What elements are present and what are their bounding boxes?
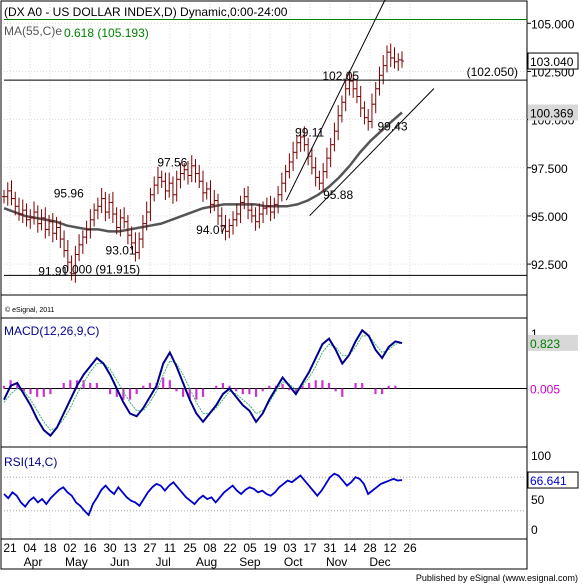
x-day-label: 28: [363, 541, 377, 555]
level-label: (102.050): [467, 65, 518, 79]
price-tick-label: 92.500: [531, 258, 568, 272]
rsi-last-label: 66.641: [530, 474, 567, 488]
rsi-last-box: [527, 471, 579, 489]
price-annotation: 99.11: [295, 126, 324, 140]
overlays-layer: (102.050) 0.000 (91.915) 95.96 97.56 93.01 94…: [4, 0, 527, 278]
x-day-label: 14: [343, 541, 357, 555]
copyright-label: © eSignal, 2011: [5, 306, 55, 314]
chart-title: (DX A0 - US DOLLAR INDEX,D) Dynamic,0:00…: [4, 5, 288, 19]
x-month-label: Aug: [196, 555, 217, 569]
x-day-label: 27: [143, 541, 157, 555]
price-annotation: 94.07: [196, 223, 226, 237]
last-price-box: [527, 52, 579, 70]
macd-line: [3, 328, 403, 438]
time-axis-frame: [0, 538, 528, 570]
x-day-label: 08: [203, 541, 217, 555]
price-annotation: 99.43: [377, 120, 407, 134]
fib-level-label: 0.618 (105.193): [64, 26, 149, 40]
x-day-label: 22: [223, 541, 237, 555]
x-month-label: May: [65, 555, 88, 569]
x-day-label: 05: [243, 541, 257, 555]
x-month-label: Jul: [155, 555, 170, 569]
x-day-label: 19: [263, 541, 277, 555]
x-day-label: 02: [63, 541, 77, 555]
x-day-label: 13: [123, 541, 137, 555]
x-day-label: 12: [383, 541, 397, 555]
ma-55-line: [3, 111, 403, 233]
rsi-tick-label: 0: [531, 523, 538, 537]
trend-channel-upper: [285, 0, 386, 201]
rsi-layer: [3, 472, 527, 517]
price-annotation: 102.05: [322, 69, 359, 83]
macd-signal-line: [3, 335, 403, 431]
x-day-label: 30: [103, 541, 117, 555]
macd-layer: [2, 328, 527, 438]
macd-signal-last-label: 0.005: [530, 382, 560, 396]
x-month-label: Jun: [110, 555, 129, 569]
footer-published: Published by eSignal (www.esignal.com): [416, 573, 578, 583]
moving-average-layer: [3, 111, 403, 233]
price-annotation: 93.01: [106, 243, 136, 257]
macd-tick-label: 1: [531, 327, 538, 341]
axis-labels-layer: 21 04 18 02 16 30 13 27 11 25 08 22 05 19 03 17 31 14 28 12…: [3, 17, 579, 569]
x-day-label: 21: [3, 541, 17, 555]
rsi-label: RSI(14,C): [4, 455, 57, 469]
x-day-label: 04: [23, 541, 37, 555]
last-price-label-bg: [528, 53, 578, 70]
price-annotation: 97.56: [157, 156, 187, 170]
price-tick-label: 95.000: [531, 210, 568, 224]
x-day-label: 31: [323, 541, 337, 555]
x-day-label: 18: [43, 541, 57, 555]
price-tick-label: 97.500: [531, 162, 568, 176]
rsi-line: [3, 472, 403, 517]
rsi-tick-label: 50: [531, 493, 545, 507]
macd-last-label-bg: [528, 334, 578, 351]
rsi-tick-label: 100: [531, 449, 551, 463]
ma-label: MA(55,C)e: [4, 24, 62, 38]
x-day-label: 25: [183, 541, 197, 555]
x-month-label: Apr: [24, 555, 43, 569]
macd-last-label: 0.823: [530, 337, 560, 351]
ma-last-label: 100.369: [530, 106, 574, 120]
x-day-label: 17: [303, 541, 317, 555]
price-annotation: 91.91: [38, 264, 68, 278]
x-month-label: Dec: [369, 555, 390, 569]
trend-channel-lower: [309, 88, 435, 217]
x-day-label: 11: [164, 541, 177, 555]
grid-lines: [4, 4, 527, 538]
last-price-label: 103.040: [530, 55, 574, 69]
ma-last-label-bg: [528, 104, 578, 121]
x-month-label: Oct: [284, 555, 303, 569]
price-annotation: 95.96: [54, 186, 84, 200]
macd-signal-last-label-bg: [528, 380, 578, 397]
level-label: 0.000 (91.915): [62, 262, 140, 276]
x-month-label: Sep: [239, 555, 261, 569]
price-tick-label: 105.000: [531, 17, 575, 31]
x-month-label: Nov: [326, 555, 347, 569]
macd-label: MACD(12,26,9,C): [4, 324, 99, 338]
price-annotation: 95.88: [323, 188, 353, 202]
x-day-label: 03: [283, 541, 297, 555]
x-day-label: 26: [403, 541, 417, 555]
x-day-label: 16: [83, 541, 97, 555]
